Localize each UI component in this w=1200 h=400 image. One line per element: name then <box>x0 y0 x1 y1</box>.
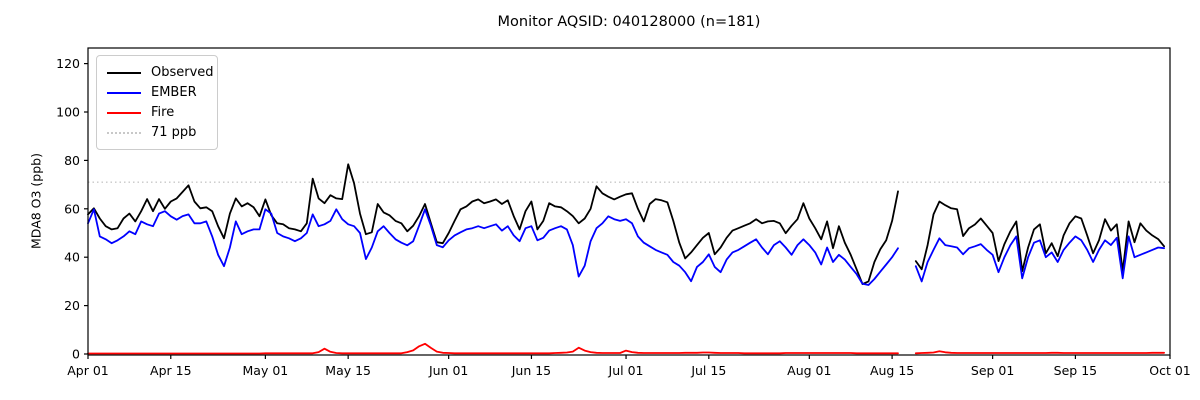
x-tick-label: Jun 15 <box>511 363 551 378</box>
fire-line-swatch <box>107 112 141 114</box>
x-tick-label: Jul 15 <box>690 363 726 378</box>
legend-label: EMBER <box>151 85 197 100</box>
ember-line-swatch <box>107 92 141 94</box>
x-tick-label: Oct 01 <box>1149 363 1191 378</box>
y-tick-label: 60 <box>64 201 80 216</box>
x-tick-label: Aug 15 <box>870 363 914 378</box>
threshold-line-swatch <box>107 132 141 134</box>
legend-label: 71 ppb <box>151 125 197 140</box>
fire-line <box>87 342 1165 355</box>
legend-label: Observed <box>151 65 214 80</box>
plot-border <box>87 47 1171 356</box>
legend-item-fire: Fire <box>107 103 207 123</box>
x-tick-label: Aug 01 <box>787 363 831 378</box>
x-tick-label: May 15 <box>325 363 371 378</box>
observed-line <box>87 163 1165 285</box>
x-tick-label: Sep 01 <box>971 363 1014 378</box>
legend-label: Fire <box>151 105 175 120</box>
x-tick-label: May 01 <box>243 363 289 378</box>
x-tick-label: Sep 15 <box>1054 363 1097 378</box>
observed-line-swatch <box>107 72 141 74</box>
legend-item-threshold: 71 ppb <box>107 123 207 143</box>
y-tick-label: 80 <box>64 153 80 168</box>
legend-item-ember: EMBER <box>107 83 207 103</box>
y-tick-label: 0 <box>72 347 80 362</box>
y-tick-label: 100 <box>56 105 80 120</box>
y-tick-label: 20 <box>64 298 80 313</box>
legend-item-observed: Observed <box>107 63 214 83</box>
x-tick-label: Jul 01 <box>608 363 644 378</box>
legend: Observed EMBER Fire 71 ppb <box>96 55 218 150</box>
x-tick-label: Jun 01 <box>428 363 468 378</box>
y-tick-label: 40 <box>64 250 80 265</box>
x-tick-label: Apr 01 <box>67 363 109 378</box>
x-tick-label: Apr 15 <box>150 363 192 378</box>
y-tick-label: 120 <box>56 56 80 71</box>
chart-title: Monitor AQSID: 040128000 (n=181) <box>497 14 761 30</box>
ember-line <box>87 208 1165 286</box>
